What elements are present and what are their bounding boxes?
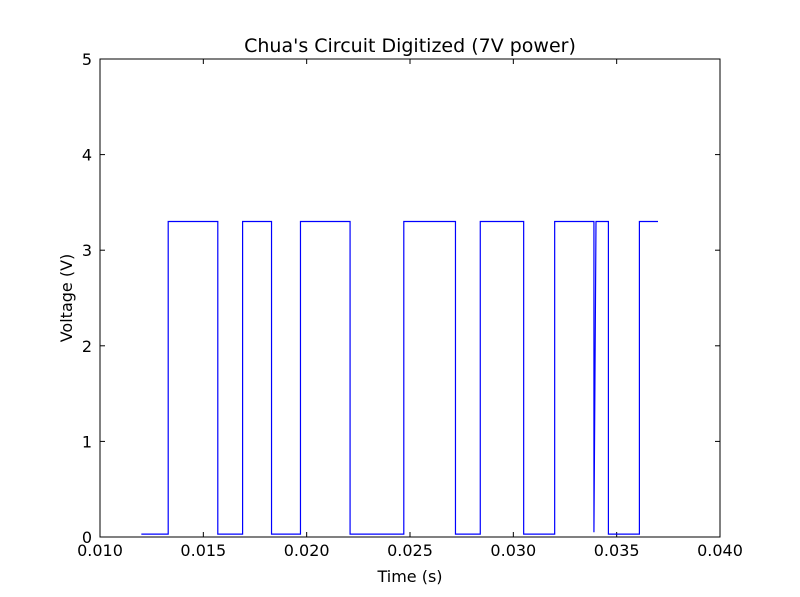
x-tick-label: 0.035	[594, 541, 640, 560]
x-tick-label: 0.025	[387, 541, 433, 560]
y-tick-label: 0	[82, 528, 92, 547]
x-tick-label: 0.030	[490, 541, 536, 560]
x-axis-label: Time (s)	[376, 567, 442, 586]
y-tick-label: 2	[82, 337, 92, 356]
x-tick-label: 0.010	[77, 541, 123, 560]
plot-background	[100, 59, 720, 537]
series-line-0	[141, 220, 658, 535]
y-tick-label: 4	[82, 146, 92, 165]
x-tick-label: 0.040	[697, 541, 743, 560]
y-tick-label: 1	[82, 432, 92, 451]
chart-title: Chua's Circuit Digitized (7V power)	[244, 35, 576, 57]
x-tick-label: 0.020	[284, 541, 330, 560]
x-tick-label: 0.015	[180, 541, 226, 560]
series-layer	[141, 220, 658, 535]
y-axis-label: Voltage (V)	[57, 254, 76, 343]
y-tick-label: 5	[82, 50, 92, 69]
plot-frame	[99, 58, 721, 538]
y-tick-label: 3	[82, 241, 92, 260]
